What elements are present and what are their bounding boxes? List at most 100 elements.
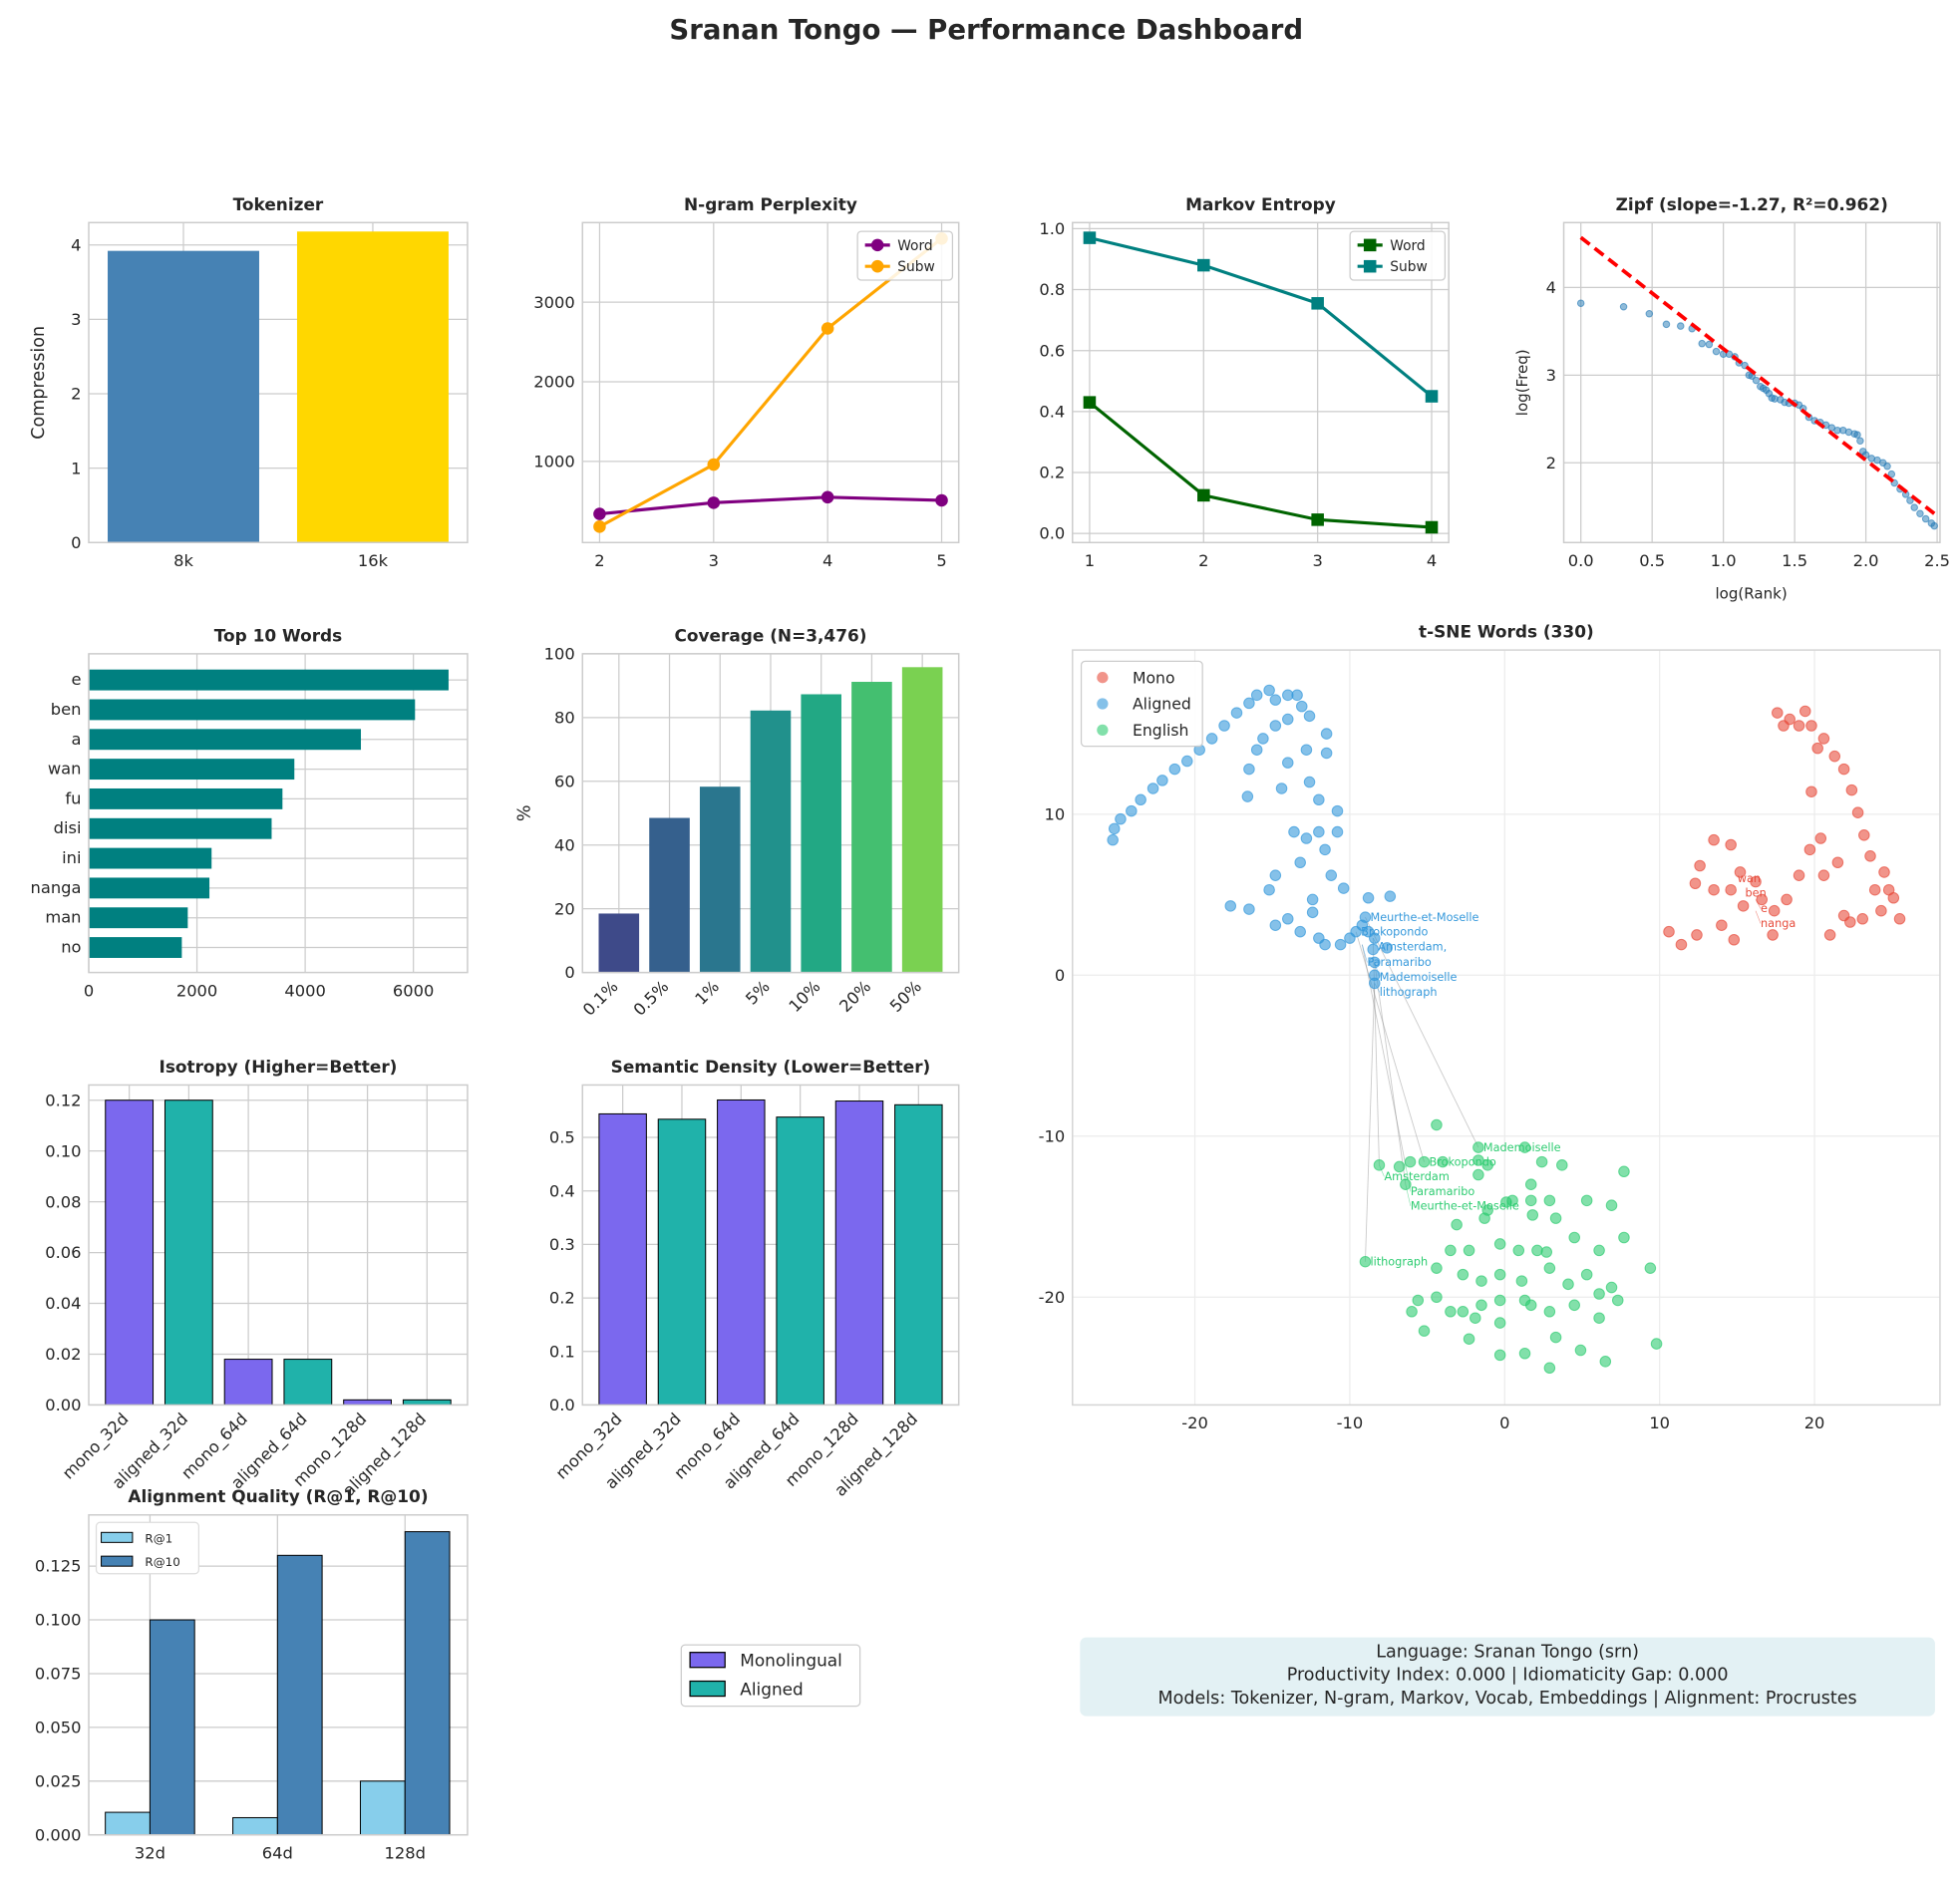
data-point	[1576, 299, 1585, 307]
y-tick-label: 3	[1546, 366, 1556, 385]
point-mono	[1845, 783, 1858, 796]
y-tick-label: 0	[1055, 966, 1065, 985]
point-english	[1543, 1306, 1556, 1318]
point-english	[1518, 1347, 1531, 1360]
point-annotation: Mademoiselle	[1380, 971, 1458, 984]
point-mono	[1798, 705, 1811, 718]
x-tick-label: 3	[1312, 551, 1322, 570]
y-tick-label: 60	[554, 772, 575, 790]
point-english	[1472, 1154, 1484, 1166]
point-aligned	[1241, 790, 1254, 802]
point-aligned	[1295, 700, 1308, 713]
y-category-label: man	[45, 908, 81, 927]
point-mono	[1728, 933, 1741, 946]
legend-label: English	[1133, 721, 1189, 740]
y-tick-label: 10	[1045, 804, 1066, 823]
data-point	[1662, 320, 1671, 329]
y-tick-label: 0.0	[1039, 524, 1065, 543]
point-english	[1437, 1155, 1449, 1168]
data-point	[1619, 302, 1628, 311]
point-aligned	[1337, 882, 1350, 894]
y-tick-label: 3	[71, 310, 81, 329]
y-category-label: a	[72, 730, 82, 749]
y-tick-label: 80	[554, 708, 575, 727]
legend-marker	[1097, 672, 1109, 684]
chart-title: Semantic Density (Lower=Better)	[611, 1057, 931, 1077]
point-mono	[1837, 763, 1850, 776]
point-mono	[1814, 832, 1827, 844]
point-mono	[1708, 883, 1720, 896]
y-tick-label: -10	[1039, 1126, 1066, 1145]
point-english	[1562, 1278, 1574, 1291]
data-point	[593, 507, 606, 520]
point-aligned	[1156, 775, 1168, 786]
point-mono	[1768, 904, 1781, 917]
annotation-leader	[1374, 983, 1381, 993]
point-english	[1556, 1159, 1568, 1171]
data-point	[820, 322, 834, 335]
x-tick-label: 2	[1198, 551, 1208, 570]
point-annotation: Meurthe-et-Moselle	[1370, 911, 1478, 924]
bar-aligned_64d	[776, 1116, 824, 1406]
x-tick-label: 2.5	[1924, 551, 1950, 570]
y-tick-label: 0.025	[35, 1771, 82, 1790]
point-annotation: Meurthe-et-Moselle	[1411, 1199, 1519, 1212]
point-english	[1526, 1209, 1539, 1221]
y-tick-label: 0.04	[45, 1294, 81, 1313]
x-category-label: 128d	[385, 1844, 426, 1863]
info-box: Language: Sranan Tongo (srn) Productivit…	[1080, 1637, 1935, 1717]
point-aligned	[1205, 733, 1218, 745]
bar-a	[89, 729, 362, 751]
point-english	[1431, 1291, 1443, 1304]
markov-chart: Markov Entropy 0.0 0.2 0.4 0.6 0.8 1.0 1 2 3 4 Word…	[1039, 194, 1450, 570]
point-aligned	[1250, 689, 1263, 702]
point-mono	[1828, 750, 1841, 763]
bar-16k	[296, 231, 449, 543]
x-tick-label: 3	[709, 551, 719, 570]
point-aligned	[1269, 869, 1282, 881]
legend: Word Subw	[1349, 230, 1447, 281]
info-language: Language: Sranan Tongo (srn)	[1376, 1643, 1639, 1663]
legend-swatch-aligned	[689, 1680, 726, 1698]
axes-frame	[88, 1084, 469, 1407]
alignment-link	[1365, 916, 1479, 1148]
y-tick-label: 0.050	[35, 1719, 82, 1737]
bar-aligned_64d	[283, 1359, 333, 1406]
point-english	[1463, 1244, 1475, 1257]
point-annotation: nanga	[1761, 917, 1796, 930]
legend-frame	[1080, 660, 1203, 748]
point-aligned	[1243, 697, 1255, 710]
point-english	[1568, 1299, 1580, 1312]
chart-title: Tokenizer	[233, 194, 324, 214]
point-english	[1493, 1294, 1506, 1307]
point-english	[1580, 1268, 1593, 1281]
point-aligned	[1381, 942, 1393, 954]
bar-no	[89, 937, 182, 958]
point-aligned	[1359, 911, 1372, 923]
point-aligned	[1367, 943, 1379, 956]
fit-line	[1579, 235, 1936, 515]
point-english	[1543, 1194, 1556, 1207]
x-category-label: 32d	[135, 1844, 165, 1863]
point-mono	[1793, 720, 1805, 732]
y-tick-label: 2	[1546, 454, 1556, 472]
data-point	[1853, 431, 1861, 439]
bar-ini	[89, 847, 212, 869]
point-english	[1540, 1246, 1553, 1258]
chart-title: Top 10 Words	[214, 625, 342, 645]
y-tick-label: 0.8	[1039, 280, 1065, 299]
point-english	[1418, 1155, 1431, 1168]
bar-nanga	[89, 877, 210, 899]
point-english	[1611, 1294, 1624, 1307]
point-aligned	[1306, 906, 1319, 919]
bar-mono_32d	[598, 1112, 647, 1406]
point-english	[1412, 1294, 1425, 1307]
legend-swatch	[101, 1531, 134, 1543]
data-point	[1083, 231, 1097, 244]
alignment-link	[1374, 962, 1407, 1185]
point-aligned	[1257, 733, 1269, 745]
point-annotation: Amsterdam,	[1378, 941, 1447, 954]
point-mono	[1663, 925, 1675, 938]
y-tick-label: 1	[71, 459, 81, 477]
